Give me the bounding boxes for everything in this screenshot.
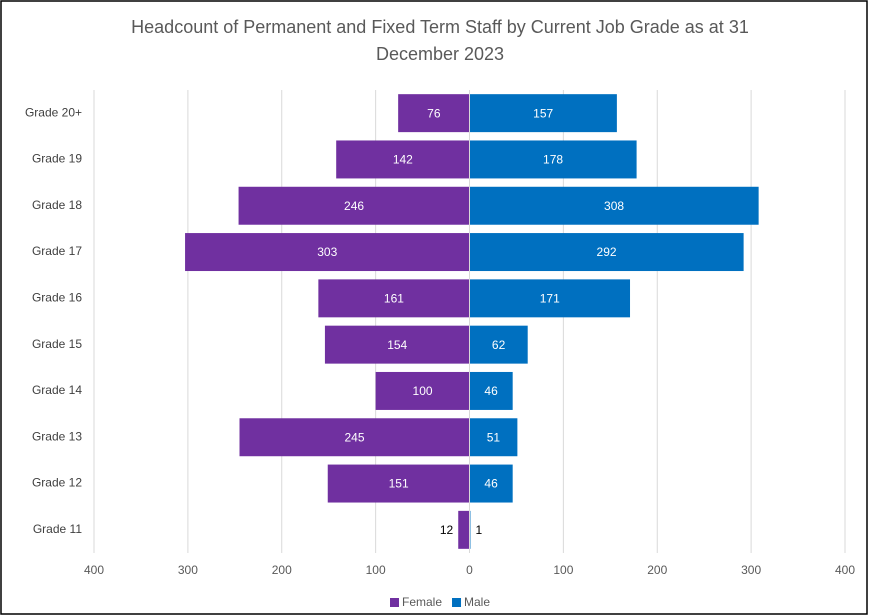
x-tick-label: 100 [366,563,386,577]
data-label: 246 [344,199,364,213]
legend-label: Male [464,595,490,609]
bar [469,464,513,503]
bar [324,325,470,364]
data-label: 151 [389,477,409,491]
bar [469,140,637,179]
y-tick-label: Grade 14 [32,383,82,397]
x-tick-label: 300 [178,563,198,577]
bar [238,186,470,225]
x-tick-label: 100 [553,563,573,577]
data-label: 1 [475,523,482,537]
y-tick-label: Grade 16 [32,291,82,305]
chart-title: Headcount of Permanent and Fixed Term St… [131,17,749,64]
y-tick-label: Grade 20+ [25,105,82,119]
data-label: 178 [543,153,563,167]
bar [327,464,470,503]
data-label: 100 [413,384,433,398]
bar [469,418,518,457]
bar [318,279,470,318]
x-tick-label: 300 [741,563,761,577]
data-label: 245 [344,430,364,444]
y-tick-label: Grade 11 [33,522,82,536]
data-label: 303 [317,245,337,259]
x-tick-label: 0 [466,563,473,577]
data-label: 161 [384,292,404,306]
y-tick-label: Grade 18 [32,198,82,212]
x-tick-label: 200 [272,563,292,577]
data-label: 157 [533,106,553,120]
legend-swatch [452,598,462,607]
legend-label: Female [402,595,442,609]
y-tick-label: Grade 17 [32,244,82,258]
bar [469,371,513,410]
bar [469,233,744,272]
legend-swatch [390,598,399,607]
data-label: 171 [540,292,560,306]
bar [375,371,470,410]
y-tick-label: Grade 12 [32,476,82,490]
data-label: 46 [484,477,498,491]
data-label: 12 [440,523,454,537]
bar [469,94,617,133]
data-label: 51 [487,430,501,444]
data-label: 292 [597,245,617,259]
bar [469,325,528,364]
bar [469,186,759,225]
x-tick-label: 200 [647,563,667,577]
bar [469,279,631,318]
data-label: 62 [492,338,506,352]
data-label: 76 [427,106,441,120]
x-tick-label: 400 [84,563,104,577]
data-label: 46 [484,384,498,398]
y-tick-label: Grade 13 [32,429,82,443]
data-label: 142 [393,153,413,167]
y-tick-label: Grade 15 [32,337,82,351]
data-label: 308 [604,199,624,213]
x-tick-label: 400 [835,563,855,577]
bar [239,418,470,457]
bar [336,140,470,179]
bar [185,233,470,272]
bar [458,510,470,549]
y-tick-label: Grade 19 [32,152,82,166]
bar [398,94,470,133]
data-label: 154 [387,338,407,352]
